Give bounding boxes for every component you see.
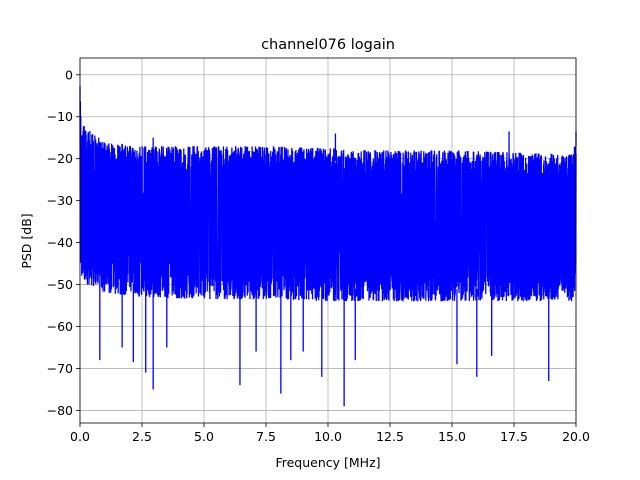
x-axis-label: Frequency [MHz] bbox=[275, 455, 380, 470]
y-tick-label: −60 bbox=[47, 319, 73, 334]
y-tick-label: −80 bbox=[47, 403, 73, 418]
x-tick-label: 17.5 bbox=[500, 429, 528, 444]
x-tick-label: 15.0 bbox=[438, 429, 466, 444]
y-tick-label: 0 bbox=[65, 67, 73, 82]
series-line bbox=[79, 86, 577, 407]
y-axis-label: PSD [dB] bbox=[19, 213, 34, 268]
y-tick-label: −10 bbox=[47, 109, 73, 124]
x-tick-label: 0.0 bbox=[70, 429, 90, 444]
x-tick-label: 5.0 bbox=[194, 429, 214, 444]
x-tick-label: 10.0 bbox=[314, 429, 342, 444]
y-tick-label: −70 bbox=[47, 361, 73, 376]
x-tick-label: 12.5 bbox=[376, 429, 404, 444]
y-tick-label: −20 bbox=[47, 151, 73, 166]
chart-title: channel076 logain bbox=[261, 37, 395, 53]
x-tick-label: 2.5 bbox=[132, 429, 152, 444]
y-tick-label: −50 bbox=[47, 277, 73, 292]
y-tick-label: −40 bbox=[47, 235, 73, 250]
x-tick-label: 20.0 bbox=[562, 429, 590, 444]
x-tick-label: 7.5 bbox=[256, 429, 276, 444]
y-axis: 0 −10 −20 −30 −40 −50 −60 −70 −80 bbox=[47, 67, 80, 418]
y-tick-label: −30 bbox=[47, 193, 73, 208]
x-axis: 0.0 2.5 5.0 7.5 10.0 12.5 15.0 17.5 20.0 bbox=[70, 423, 590, 444]
series-layer bbox=[79, 86, 577, 407]
